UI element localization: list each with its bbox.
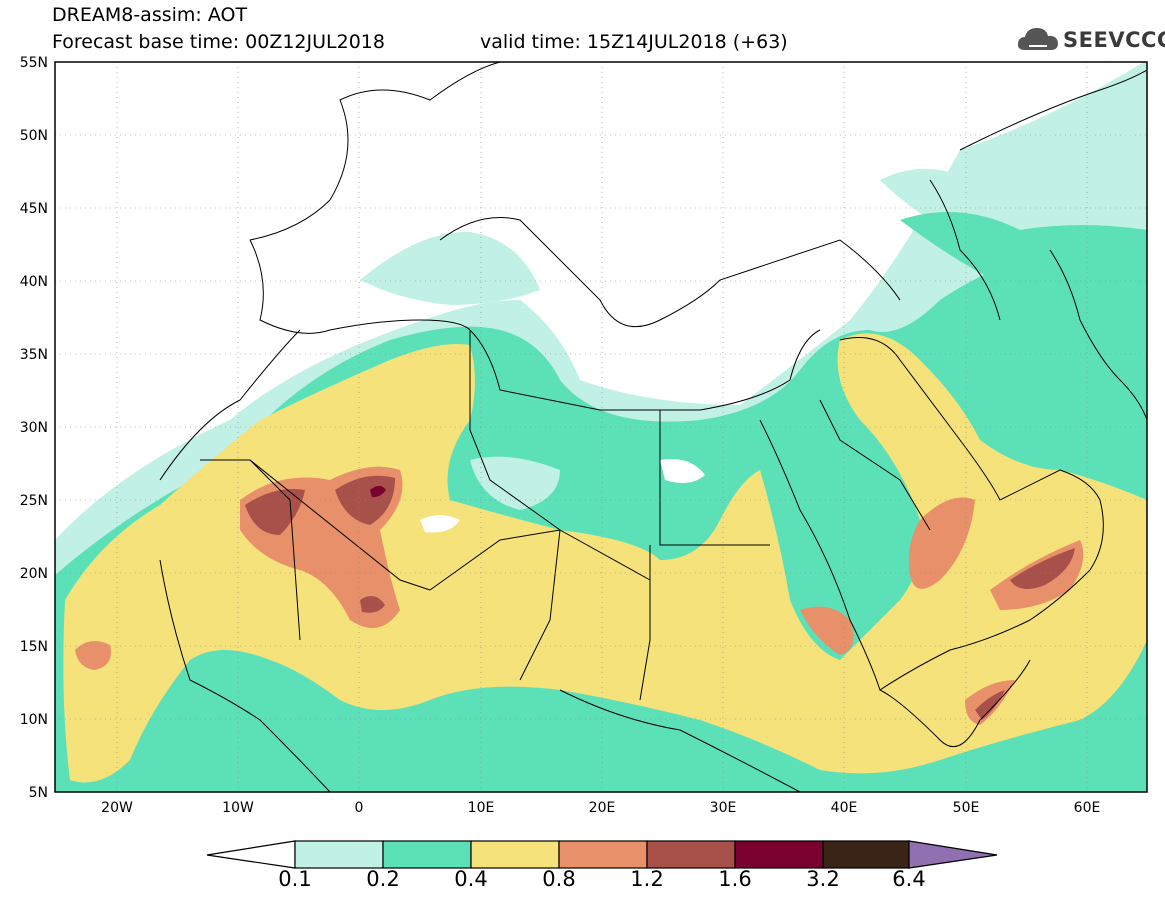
lon-label: 60E — [1074, 800, 1101, 816]
colorbar-swatch — [734, 840, 824, 869]
colorbar-swatch — [646, 840, 736, 869]
lat-label: 15N — [20, 639, 48, 655]
logo-text: SEEVCCC — [1063, 28, 1165, 52]
lon-label: 20W — [101, 800, 133, 816]
colorbar-swatch — [382, 840, 472, 869]
forecast-base-time: Forecast base time: 00Z12JUL2018 — [52, 31, 385, 53]
colorbar-swatch — [294, 840, 384, 869]
colorbar-high-arrow — [908, 840, 998, 869]
graticule — [55, 62, 1147, 792]
colorbar-swatch — [558, 840, 648, 869]
colorbar-label: 0.8 — [542, 867, 576, 891]
colorbar-label: 0.4 — [454, 867, 488, 891]
lon-label: 20E — [589, 800, 616, 816]
colorbar-label: 1.2 — [630, 867, 664, 891]
lon-axis: 20W 10W 0 10E 20E 30E 40E 50E 60E — [101, 800, 1100, 816]
colorbar-label: 0.2 — [366, 867, 400, 891]
lat-label: 45N — [20, 201, 48, 217]
lon-label: 30E — [710, 800, 737, 816]
lon-label: 40E — [831, 800, 858, 816]
cloud-icon — [1017, 28, 1058, 50]
lat-label: 20N — [20, 566, 48, 582]
map-frame — [54, 61, 1148, 793]
colorbar-label: 6.4 — [892, 867, 926, 891]
lon-label: 10E — [468, 800, 495, 816]
colorbar-low-arrow — [206, 840, 296, 869]
colorbar-label: 3.2 — [806, 867, 840, 891]
valid-time: valid time: 15Z14JUL2018 (+63) — [480, 31, 788, 53]
colorbar-label: 1.6 — [718, 867, 752, 891]
lon-label: 50E — [953, 800, 980, 816]
lat-label: 25N — [20, 493, 48, 509]
colorbar — [206, 840, 998, 869]
lat-label: 30N — [20, 420, 48, 436]
lat-label: 55N — [20, 55, 48, 71]
lat-label: 10N — [20, 712, 48, 728]
colorbar-label: 0.1 — [278, 867, 312, 891]
lat-label: 50N — [20, 128, 48, 144]
lat-axis: 55N 50N 45N 40N 35N 30N 25N 20N 15N 10N … — [20, 55, 48, 801]
seevccc-logo: SEEVCCC — [1015, 22, 1165, 58]
colorbar-swatch — [822, 840, 910, 869]
map-title: DREAM8-assim: AOT — [52, 4, 248, 26]
lat-label: 5N — [29, 785, 48, 801]
lat-label: 35N — [20, 347, 48, 363]
lon-label: 0 — [355, 800, 364, 816]
colorbar-swatch — [470, 840, 560, 869]
coastlines — [159, 62, 1147, 792]
aot-map: 55N 50N 45N 40N 35N 30N 25N 20N 15N 10N … — [20, 55, 1148, 816]
lat-label: 40N — [20, 274, 48, 290]
lon-label: 10W — [222, 800, 254, 816]
